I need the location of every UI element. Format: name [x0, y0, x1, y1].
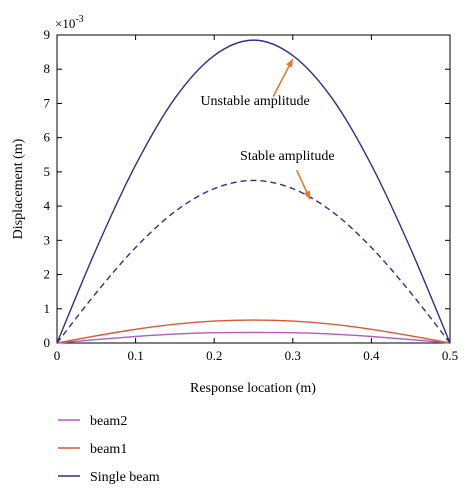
legend: beam2 beam1 Single beam [58, 414, 160, 485]
y-tick-label: 8 [44, 61, 51, 76]
series-line-stable-amplitude [56, 179, 451, 344]
x-tick-label: 0.2 [206, 348, 222, 363]
y-exponent-power: -3 [75, 14, 83, 25]
y-axis-label: Displacement (m) [11, 138, 26, 239]
legend-label-beam1: beam1 [90, 442, 127, 457]
x-axis-label: Response location (m) [190, 381, 316, 396]
x-tick-label: 0 [54, 348, 61, 363]
series-line-beam1 [56, 319, 451, 344]
y-tick-label: 0 [44, 335, 51, 350]
y-tick-label: 5 [44, 164, 51, 179]
y-exponent-label: ×10-3 [55, 14, 84, 31]
annotation-arrow-head [303, 190, 311, 200]
axis-ticks: 0 0.1 0.2 0.3 0.4 0.5 0 1 2 3 4 5 6 7 8 9 [44, 27, 459, 363]
plot-area-frame [56, 34, 451, 344]
x-tick-label: 0.4 [363, 348, 380, 363]
series-line-single-beam [56, 39, 451, 344]
y-exponent-base: ×10 [55, 16, 75, 31]
y-tick-label: 3 [44, 232, 51, 247]
annotation-text: Unstable amplitude [200, 94, 309, 109]
series-line-beam2 [56, 331, 451, 344]
x-tick-label: 0.5 [442, 348, 458, 363]
y-tick-label: 9 [44, 27, 51, 42]
y-tick-label: 6 [44, 130, 51, 145]
y-tick-label: 1 [44, 301, 51, 316]
annotation-layer: Unstable amplitude Stable amplitude [200, 58, 335, 200]
x-tick-label: 0.3 [285, 348, 301, 363]
series-layer [56, 39, 451, 344]
legend-label-beam2: beam2 [90, 414, 127, 429]
y-tick-label: 2 [44, 267, 51, 282]
y-tick-label: 7 [44, 95, 51, 110]
annotation-arrow-head [285, 58, 293, 68]
x-tick-label: 0.1 [127, 348, 143, 363]
annotation-text: Stable amplitude [240, 149, 334, 164]
legend-label-single-beam: Single beam [90, 470, 160, 485]
y-tick-label: 4 [44, 198, 51, 213]
